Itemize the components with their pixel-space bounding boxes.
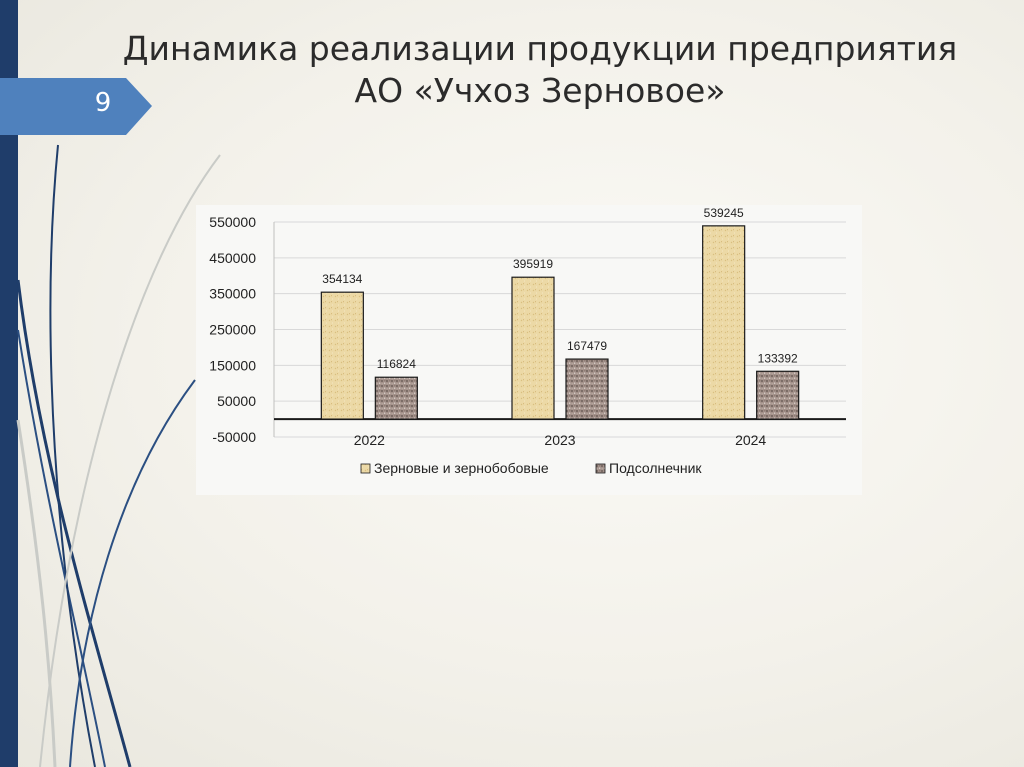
y-tick-label: 50000 <box>217 393 256 409</box>
legend-label: Зерновые и зернобобовые <box>374 460 549 476</box>
data-label: 539245 <box>704 206 744 220</box>
left-accent-band <box>0 0 18 767</box>
slide-number: 9 <box>94 88 112 118</box>
y-tick-label: 450000 <box>209 250 256 266</box>
title-line-2: АО «Учхоз Зерновое» <box>354 71 726 110</box>
slide-number-tab <box>0 78 152 135</box>
data-label: 395919 <box>513 257 553 271</box>
title-line-1: Динамика реализации продукции предприяти… <box>122 29 958 68</box>
y-tick-label: 250000 <box>209 322 256 338</box>
x-tick-label: 2022 <box>354 432 385 448</box>
y-tick-label: 550000 <box>209 214 256 230</box>
decorative-curves <box>16 144 221 767</box>
bar-sunflower <box>565 358 609 420</box>
bar-grain <box>320 291 364 420</box>
bar-sunflower <box>756 370 800 420</box>
legend-swatch <box>360 463 371 474</box>
bar-grain <box>511 276 555 420</box>
x-tick-label: 2023 <box>544 432 575 448</box>
bar-sunflower <box>374 376 418 420</box>
legend-swatch <box>595 463 606 474</box>
y-tick-label: -50000 <box>212 429 256 445</box>
bar-grain <box>702 225 746 420</box>
data-label: 354134 <box>322 272 362 286</box>
page-title: Динамика реализации продукции предприяти… <box>100 28 980 112</box>
bar-chart: 550000 450000 350000 250000 150000 50000 -5000… <box>209 206 846 476</box>
data-label: 116824 <box>377 357 416 371</box>
data-label: 167479 <box>567 339 607 353</box>
data-label: 133392 <box>758 351 798 365</box>
y-tick-label: 350000 <box>209 286 256 302</box>
x-tick-label: 2024 <box>735 432 766 448</box>
legend-label: Подсолнечник <box>609 460 702 476</box>
y-tick-label: 150000 <box>209 357 256 373</box>
